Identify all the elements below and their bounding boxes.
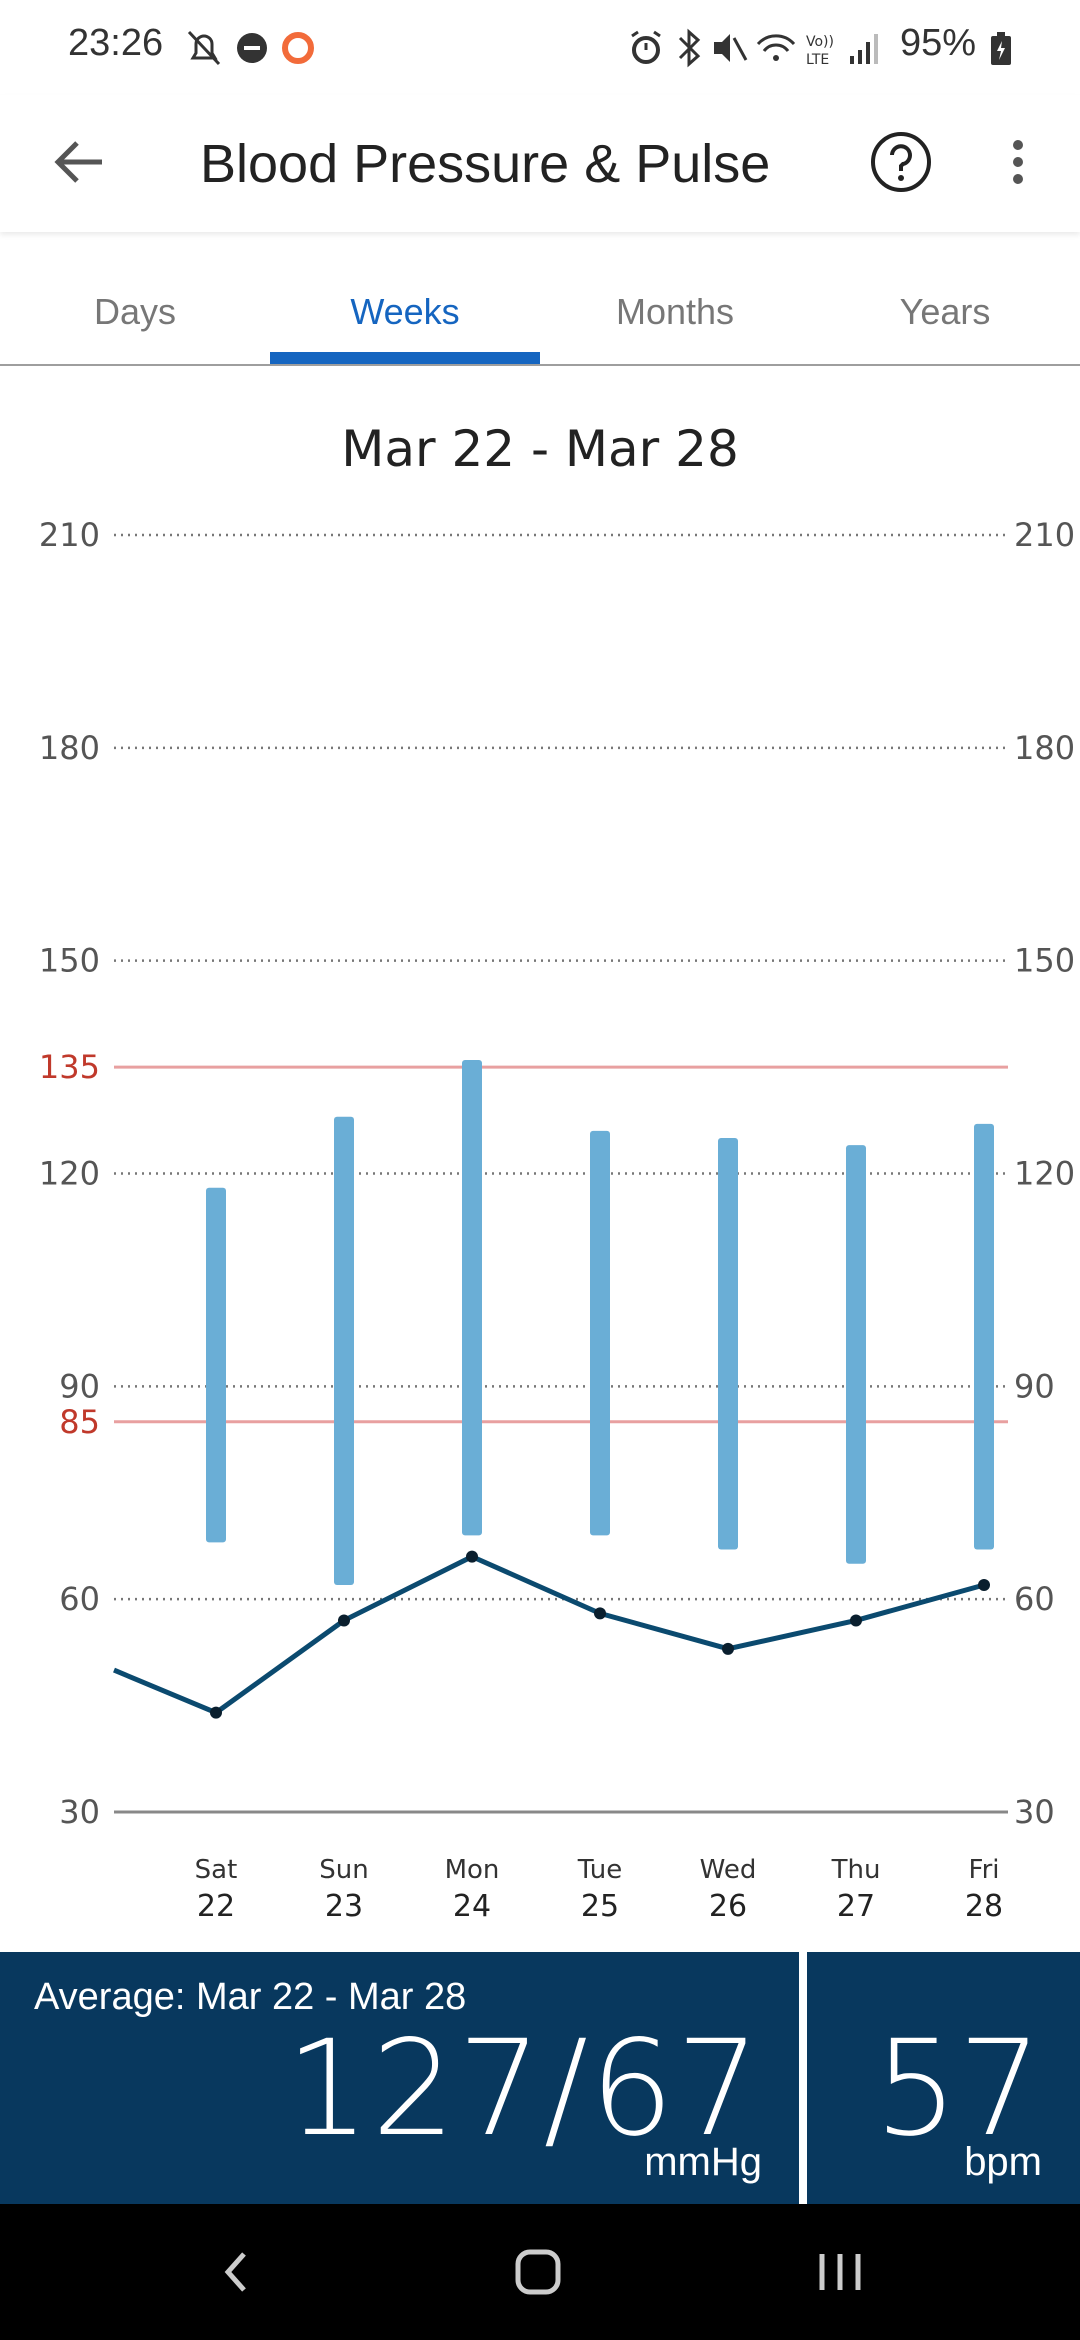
system-nav-bar [0, 2204, 1080, 2340]
x-tick-day-fri: Fri [969, 1855, 1000, 1885]
y-tick-right-30: 30 [1014, 1793, 1055, 1831]
nav-home-icon [515, 2249, 561, 2295]
y-tick-left-180: 180 [39, 729, 100, 767]
tab-weeks[interactable]: Weeks [350, 291, 460, 332]
more-vert-icon [1013, 140, 1023, 184]
signal-icon [850, 34, 878, 64]
threshold-tick-85: 85 [59, 1403, 100, 1441]
bluetooth-icon [678, 28, 701, 68]
tab-days[interactable]: Days [93, 291, 177, 332]
y-tick-left-60: 60 [59, 1580, 100, 1618]
period-tabs: Days Weeks Months Years [0, 232, 1080, 366]
average-summary: Average: Mar 22 - Mar 28 127/67 mmHg 57 … [0, 1952, 1080, 2204]
x-tick-date-28: 28 [965, 1889, 1003, 1924]
status-time: 23:26 [68, 22, 164, 64]
y-tick-left-90: 90 [59, 1367, 100, 1405]
svg-text:LTE: LTE [806, 52, 829, 68]
y-tick-right-90: 90 [1014, 1367, 1055, 1405]
y-tick-left-150: 150 [39, 942, 100, 980]
pulse-point-sat[interactable] [210, 1706, 222, 1719]
y-tick-right-150: 150 [1014, 942, 1075, 980]
back-arrow-icon [54, 141, 102, 183]
x-tick-date-23: 23 [325, 1889, 363, 1924]
x-tick-date-25: 25 [581, 1889, 619, 1924]
ring-icon [282, 32, 314, 64]
bp-bar-sat[interactable] [206, 1187, 226, 1543]
app-bar: Blood Pressure & Pulse [0, 95, 1080, 232]
volte-icon: Vo)) LTE [806, 34, 834, 68]
status-bar: 23:26 [0, 0, 1080, 95]
svg-text:Vo)): Vo)) [806, 34, 834, 50]
average-pulse-value: 57 [874, 2012, 1042, 2166]
x-tick-date-27: 27 [837, 1889, 875, 1924]
x-tick-day-mon: Mon [445, 1855, 500, 1885]
status-left-icons [187, 30, 314, 66]
average-bp-value: 127/67 [285, 2012, 762, 2166]
nav-recents-icon [819, 2254, 861, 2290]
x-tick-date-22: 22 [197, 1889, 235, 1924]
bp-bar-mon[interactable] [462, 1059, 482, 1536]
pulse-point-mon[interactable] [466, 1550, 478, 1563]
y-tick-left-210: 210 [39, 516, 100, 554]
page-title: Blood Pressure & Pulse [200, 134, 771, 194]
y-tick-right-180: 180 [1014, 729, 1075, 767]
x-tick-date-26: 26 [709, 1889, 747, 1924]
y-tick-left-120: 120 [39, 1155, 100, 1193]
pulse-point-tue[interactable] [594, 1607, 606, 1620]
nav-home-button[interactable] [488, 2232, 588, 2312]
y-tick-right-120: 120 [1014, 1155, 1075, 1193]
wifi-icon [756, 34, 796, 61]
bp-bar-fri[interactable] [974, 1123, 994, 1550]
y-tick-right-60: 60 [1014, 1580, 1055, 1618]
battery-icon [991, 32, 1011, 65]
back-button[interactable] [36, 119, 122, 205]
mute-icon [714, 34, 748, 62]
battery-percent: 95% [900, 22, 977, 64]
nav-back-button[interactable] [186, 2232, 286, 2312]
pulse-line [113, 1554, 985, 1716]
alarm-icon [631, 30, 661, 64]
notifications-off-icon [187, 30, 221, 66]
nav-recents-button[interactable] [790, 2232, 890, 2312]
pulse-point-sun[interactable] [338, 1614, 350, 1627]
tab-months[interactable]: Months [615, 291, 735, 332]
period-label: Mar 22 - Mar 28 [341, 420, 739, 478]
tab-years[interactable]: Years [899, 291, 991, 332]
y-tick-right-210: 210 [1014, 516, 1075, 554]
pulse-unit: bpm [964, 2140, 1042, 2184]
bp-bar-thu[interactable] [846, 1145, 866, 1564]
do-not-disturb-icon [237, 33, 267, 63]
bp-bar-tue[interactable] [590, 1130, 610, 1536]
bp-bar-sun[interactable] [334, 1116, 354, 1585]
x-tick-day-sun: Sun [319, 1855, 368, 1885]
active-tab-indicator [270, 352, 540, 364]
help-icon [871, 132, 931, 192]
pulse-point-fri[interactable] [978, 1578, 990, 1591]
help-button[interactable] [858, 119, 944, 205]
x-tick-day-tue: Tue [577, 1855, 622, 1885]
x-tick-day-sat: Sat [195, 1855, 238, 1885]
summary-divider [799, 1952, 807, 2204]
y-tick-left-30: 30 [59, 1793, 100, 1831]
x-tick-date-24: 24 [453, 1889, 491, 1924]
threshold-tick-135: 135 [39, 1048, 100, 1086]
x-tick-day-wed: Wed [700, 1855, 757, 1885]
bp-pulse-chart[interactable]: 210 210 180 180 150 150 120 120 90 90 60 60 30 30 135 8… [0, 500, 1080, 1930]
pulse-point-thu[interactable] [850, 1614, 862, 1627]
bp-unit: mmHg [644, 2140, 762, 2184]
bp-bar-wed[interactable] [718, 1138, 738, 1550]
pulse-point-wed[interactable] [722, 1642, 734, 1655]
more-options-button[interactable] [978, 119, 1058, 205]
x-tick-day-thu: Thu [831, 1855, 881, 1885]
status-right-icons: Vo)) LTE [631, 28, 878, 68]
nav-back-icon [224, 2252, 246, 2292]
average-label: Average: Mar 22 - Mar 28 [34, 1976, 467, 2018]
